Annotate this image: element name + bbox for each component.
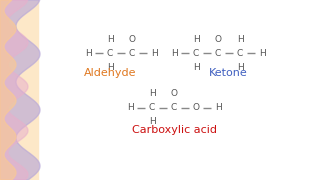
Text: Aldehyde: Aldehyde (84, 68, 136, 78)
Text: H: H (259, 48, 265, 57)
Text: C: C (237, 48, 243, 57)
Text: H: H (193, 62, 199, 71)
Text: H: H (236, 35, 244, 44)
Text: H: H (127, 103, 133, 112)
Text: O: O (171, 89, 178, 98)
Text: O: O (129, 35, 135, 44)
Text: H: H (215, 103, 221, 112)
Text: C: C (107, 48, 113, 57)
Text: H: H (193, 35, 199, 44)
Text: Carboxylic acid: Carboxylic acid (132, 125, 217, 135)
Text: C: C (193, 48, 199, 57)
Text: H: H (107, 62, 113, 71)
Text: C: C (129, 48, 135, 57)
Text: H: H (151, 48, 157, 57)
Text: O: O (214, 35, 221, 44)
Text: H: H (171, 48, 177, 57)
Text: H: H (107, 35, 113, 44)
Text: C: C (215, 48, 221, 57)
Text: C: C (149, 103, 155, 112)
Text: H: H (148, 89, 156, 98)
Text: H: H (236, 62, 244, 71)
Text: H: H (84, 48, 92, 57)
Text: H: H (148, 118, 156, 127)
Text: C: C (171, 103, 177, 112)
Text: Ketone: Ketone (209, 68, 247, 78)
Text: O: O (193, 103, 199, 112)
